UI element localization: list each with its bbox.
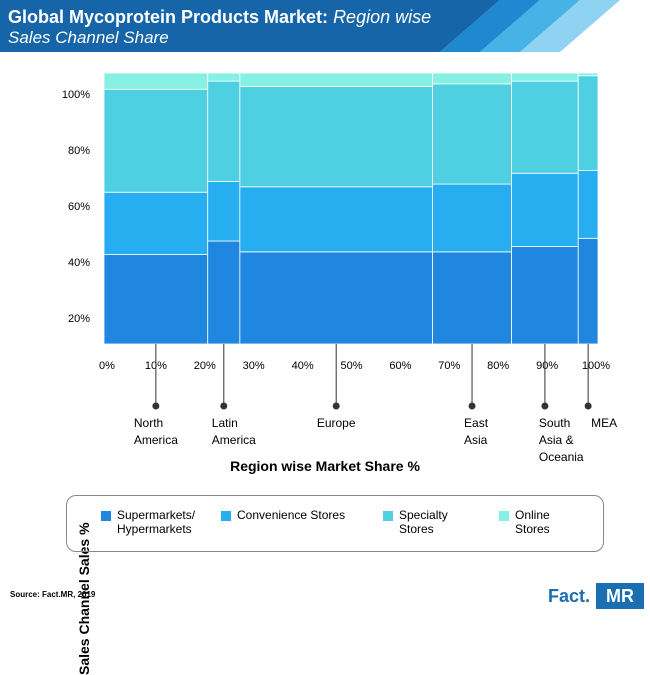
- header-banner-stripe-2: [480, 0, 580, 52]
- category-label-south-asia-oceania: South Asia & Oceania: [539, 416, 584, 464]
- category-label-north-america: North America: [134, 416, 178, 447]
- bar-segment-latin-america-convenience-stores: [207, 180, 241, 242]
- bar-segment-mea-convenience-stores: [577, 170, 599, 239]
- category-marker-dot-east-asia: [468, 402, 476, 410]
- legend-item-online: Online Stores: [499, 508, 550, 536]
- header-banner-stripe-3: [520, 0, 620, 52]
- ticks-layer: 20%40%60%80%100%0% 10% 20% 30% 40% 50% 60% 70% 8…: [62, 89, 610, 372]
- x-tick-label: 0%: [99, 360, 115, 372]
- bar-segment-latin-america-supermarkets-hypermarkets: [207, 240, 241, 345]
- bar-segment-europe-specialty-stores: [239, 86, 433, 188]
- x-tick-label: 90%: [536, 360, 558, 372]
- header-banner-main: [0, 0, 500, 52]
- title-main: Global Mycoprotein Products Market:: [8, 7, 329, 27]
- x-tick-label: 100%: [582, 360, 610, 372]
- x-tick-label: 60%: [389, 360, 411, 372]
- legend: Supermarkets/Hypermarkets Convenience St…: [66, 495, 604, 552]
- factmr-logo: Fact. MR: [548, 583, 644, 609]
- bar-segment-mea-supermarkets-hypermarkets: [577, 237, 599, 345]
- legend-label-convenience: Convenience Stores: [237, 508, 346, 522]
- marimekko-chart: 20%40%60%80%100%0% 10% 20% 30% 40% 50% 60% 70% 8…: [62, 72, 617, 464]
- bar-segment-europe-convenience-stores: [239, 186, 433, 253]
- legend-swatch-specialty: [383, 511, 393, 521]
- bar-segment-europe-online-stores: [239, 72, 433, 87]
- legend-label-supermarkets: Supermarkets/Hypermarkets: [117, 508, 196, 536]
- bar-segment-europe-supermarkets-hypermarkets: [239, 251, 433, 345]
- category-marker-dot-north-america: [152, 402, 160, 410]
- category-label-europe: Europe: [317, 416, 356, 430]
- bar-segment-east-asia-online-stores: [432, 72, 512, 85]
- category-marker-dot-mea: [584, 402, 592, 410]
- x-tick-label: 50%: [340, 360, 362, 372]
- header-banner-stripe-1: [440, 0, 540, 52]
- legend-swatch-online: [499, 511, 509, 521]
- page-title: Global Mycoprotein Products Market: Regi…: [8, 7, 431, 28]
- legend-swatch-supermarkets: [101, 511, 111, 521]
- bar-segment-south-asia-oceania-online-stores: [511, 72, 579, 82]
- bar-segment-east-asia-specialty-stores: [432, 83, 512, 185]
- y-tick-label: 20%: [68, 313, 90, 325]
- header-banner: [0, 0, 620, 52]
- bar-segment-south-asia-oceania-specialty-stores: [511, 80, 579, 174]
- bar-segment-latin-america-specialty-stores: [207, 80, 241, 182]
- bar-segment-east-asia-supermarkets-hypermarkets: [432, 251, 512, 345]
- x-axis-label: Region wise Market Share %: [230, 458, 420, 474]
- y-tick-label: 100%: [62, 89, 90, 101]
- category-label-latin-america: Latin America: [212, 416, 256, 447]
- x-tick-label: 20%: [194, 360, 216, 372]
- x-tick-label: 40%: [292, 360, 314, 372]
- legend-label-specialty: Specialty Stores: [399, 508, 448, 536]
- bar-segment-latin-america-online-stores: [207, 72, 241, 82]
- x-tick-label: 70%: [438, 360, 460, 372]
- category-marker-dot-latin-america: [220, 402, 228, 410]
- bar-segment-south-asia-oceania-supermarkets-hypermarkets: [511, 246, 579, 345]
- category-label-mea: MEA: [591, 416, 617, 430]
- bar-segment-north-america-convenience-stores: [103, 191, 209, 255]
- category-marker-dot-south-asia-oceania: [541, 402, 549, 410]
- bars-layer: [103, 72, 599, 345]
- labels-layer: North America Latin America Europe East Asia So…: [134, 344, 617, 464]
- logo-right-text: MR: [596, 583, 644, 609]
- legend-item-supermarkets: Supermarkets/Hypermarkets: [101, 508, 195, 536]
- legend-label-online: Online Stores: [515, 508, 550, 536]
- bar-segment-north-america-supermarkets-hypermarkets: [103, 254, 209, 345]
- bar-segment-mea-online-stores: [577, 72, 599, 77]
- x-tick-label: 30%: [243, 360, 265, 372]
- bar-segment-north-america-specialty-stores: [103, 88, 209, 193]
- y-tick-label: 40%: [68, 257, 90, 269]
- bar-segment-mea-specialty-stores: [577, 75, 599, 171]
- bar-segment-north-america-online-stores: [103, 72, 209, 90]
- legend-swatch-convenience: [221, 511, 231, 521]
- y-tick-label: 60%: [68, 201, 90, 213]
- source-note: Source: Fact.MR, 2019: [10, 590, 96, 599]
- x-tick-label: 80%: [487, 360, 509, 372]
- page-subtitle: Sales Channel Share: [8, 28, 169, 47]
- category-label-east-asia: East Asia: [464, 416, 489, 447]
- legend-item-specialty: Specialty Stores: [383, 508, 448, 536]
- bar-segment-south-asia-oceania-convenience-stores: [511, 172, 579, 247]
- title-sub: Region wise: [333, 7, 432, 27]
- y-tick-label: 80%: [68, 145, 90, 157]
- category-marker-dot-europe: [332, 402, 340, 410]
- bar-segment-east-asia-convenience-stores: [432, 183, 512, 253]
- logo-left-text: Fact.: [548, 586, 591, 606]
- legend-item-convenience: Convenience Stores: [221, 508, 345, 522]
